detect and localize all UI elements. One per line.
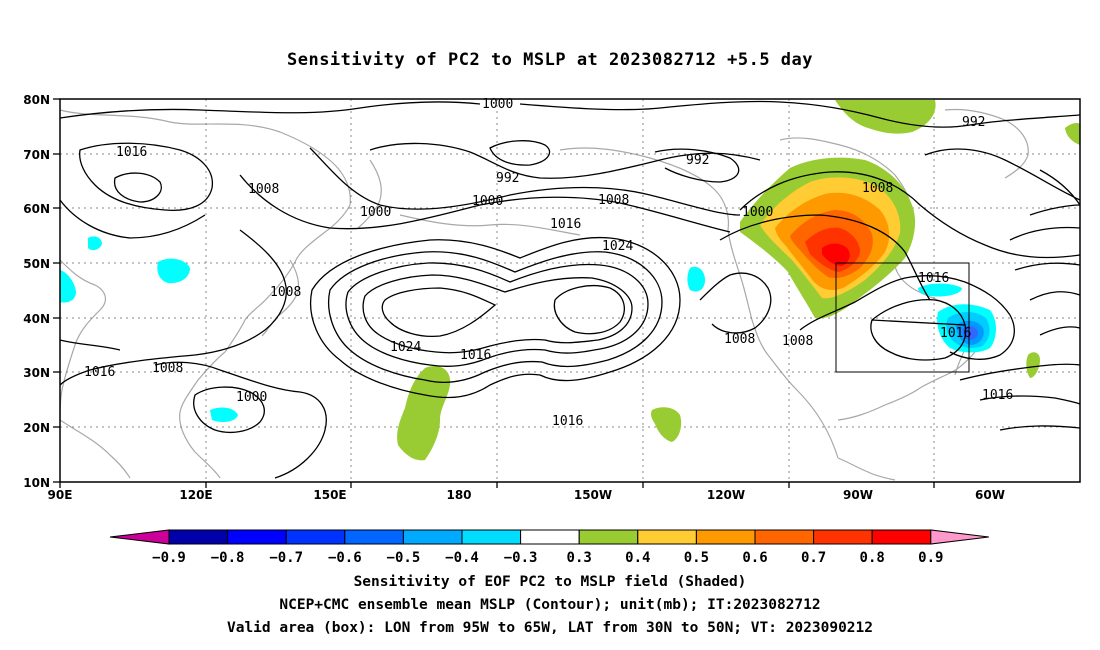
colorbar-label: 0.4 bbox=[625, 550, 650, 566]
colorbar-segment bbox=[461, 529, 522, 545]
shade-positive-03 bbox=[651, 407, 682, 442]
lon-label: 150E bbox=[313, 488, 346, 502]
caption-line-2: NCEP+CMC ensemble mean MSLP (Contour); u… bbox=[279, 597, 821, 613]
gridlines bbox=[60, 99, 1080, 482]
contour-label: 1016 bbox=[918, 271, 949, 286]
map-title: Sensitivity of PC2 to MSLP at 2023082712… bbox=[286, 50, 813, 70]
lon-label: 180 bbox=[446, 488, 471, 502]
contour-label: 1008 bbox=[270, 285, 301, 300]
colorbar-segment bbox=[520, 529, 580, 545]
contour-label: 992 bbox=[496, 171, 519, 186]
colorbar-segment bbox=[871, 529, 932, 545]
shade-negative-03 bbox=[60, 270, 76, 303]
shade-positive-03 bbox=[1026, 352, 1040, 378]
contour-label: 1008 bbox=[248, 182, 279, 197]
shade-negative-06 bbox=[962, 326, 978, 340]
colorbar bbox=[109, 529, 989, 545]
colorbar-segment bbox=[754, 529, 815, 545]
colorbar-segment bbox=[285, 529, 346, 545]
sensitivity-shading bbox=[60, 100, 1080, 461]
contour-label: 1016 bbox=[550, 217, 581, 232]
lat-axis bbox=[53, 98, 60, 483]
lon-label: 90E bbox=[48, 488, 73, 502]
colorbar-segment bbox=[168, 529, 229, 545]
colorbar-high-end bbox=[930, 529, 989, 545]
contour-label: 1016 bbox=[116, 145, 147, 160]
contour-label: 1016 bbox=[940, 326, 971, 341]
contour-labels: 1000 992 1016 1008 992 1000 1008 1000 10… bbox=[84, 97, 1013, 429]
colorbar-label: 0.9 bbox=[918, 550, 943, 566]
mslp-contours bbox=[59, 100, 1081, 479]
contour-label: 1024 bbox=[390, 340, 421, 355]
colorbar-label: 0.6 bbox=[742, 550, 767, 566]
caption-line-3: Valid area (box): LON from 95W to 65W, L… bbox=[226, 620, 873, 636]
contour-label: 1008 bbox=[862, 181, 893, 196]
colorbar-label: 0.7 bbox=[801, 550, 826, 566]
lon-label: 90W bbox=[843, 488, 873, 502]
colorbar-label: −0.7 bbox=[269, 550, 303, 566]
colorbar-label: 0.3 bbox=[567, 550, 592, 566]
lon-label: 120W bbox=[707, 488, 745, 502]
lon-axis bbox=[59, 482, 935, 488]
contour-label: 1000 bbox=[236, 390, 267, 405]
lat-label: 30N bbox=[23, 366, 50, 380]
colorbar-label: −0.3 bbox=[504, 550, 538, 566]
colorbar-label: −0.9 bbox=[152, 550, 186, 566]
shade-positive-03 bbox=[835, 100, 936, 134]
contour-label: 1008 bbox=[598, 193, 629, 208]
colorbar-labels: −0.9 −0.8 −0.7 −0.6 −0.5 −0.4 −0.3 0.3 0.4 0.5 0.6… bbox=[152, 550, 943, 566]
lat-label: 20N bbox=[23, 421, 50, 435]
map-frame bbox=[59, 98, 1081, 483]
colorbar-segment bbox=[637, 529, 697, 545]
shade-negative-03 bbox=[918, 283, 962, 297]
colorbar-label: −0.6 bbox=[328, 550, 362, 566]
contour-label: 1008 bbox=[724, 332, 755, 347]
contour-label: 1016 bbox=[460, 348, 491, 363]
lat-label: 10N bbox=[23, 476, 50, 490]
contour-label: 1000 bbox=[472, 194, 503, 209]
contour-label: 1008 bbox=[782, 334, 813, 349]
colorbar-segment bbox=[344, 529, 404, 545]
lon-label: 150W bbox=[574, 488, 612, 502]
valid-area-box bbox=[835, 262, 970, 373]
colorbar-label: 0.8 bbox=[860, 550, 885, 566]
contour-label: 992 bbox=[686, 153, 709, 168]
colorbar-low-end bbox=[109, 529, 170, 545]
lat-label: 70N bbox=[23, 148, 50, 162]
contour-label: 1016 bbox=[982, 388, 1013, 403]
shade-positive-03 bbox=[1065, 123, 1080, 145]
contour-label: 1024 bbox=[602, 239, 633, 254]
colorbar-label: −0.4 bbox=[445, 550, 479, 566]
colorbar-segment bbox=[578, 529, 639, 545]
colorbar-label: 0.5 bbox=[684, 550, 709, 566]
contour-label: 1000 bbox=[482, 97, 513, 112]
lat-label: 80N bbox=[23, 93, 50, 107]
lat-label: 40N bbox=[23, 312, 50, 326]
contour-label: 1000 bbox=[742, 205, 773, 220]
colorbar-segment bbox=[402, 529, 463, 545]
colorbar-segment bbox=[813, 529, 873, 545]
contour-label: 1016 bbox=[552, 414, 583, 429]
colorbar-segment bbox=[695, 529, 756, 545]
lon-label: 120E bbox=[179, 488, 212, 502]
shade-positive-08 bbox=[822, 243, 850, 266]
colorbar-label: −0.8 bbox=[211, 550, 245, 566]
lon-label: 60W bbox=[975, 488, 1005, 502]
shade-negative-03 bbox=[88, 236, 102, 251]
shade-positive-03 bbox=[397, 365, 451, 461]
colorbar-segment bbox=[227, 529, 287, 545]
shade-negative-03 bbox=[210, 407, 238, 423]
colorbar-label: −0.5 bbox=[387, 550, 421, 566]
lat-label: 60N bbox=[23, 202, 50, 216]
shade-negative-03 bbox=[687, 266, 705, 292]
contour-label: 992 bbox=[962, 115, 985, 130]
contour-label: 1016 bbox=[84, 365, 115, 380]
caption-line-1: Sensitivity of EOF PC2 to MSLP field (Sh… bbox=[353, 574, 747, 590]
contour-label: 1000 bbox=[360, 205, 391, 220]
lat-label: 50N bbox=[23, 257, 50, 271]
contour-label: 1008 bbox=[152, 361, 183, 376]
shade-negative-03 bbox=[157, 258, 190, 284]
